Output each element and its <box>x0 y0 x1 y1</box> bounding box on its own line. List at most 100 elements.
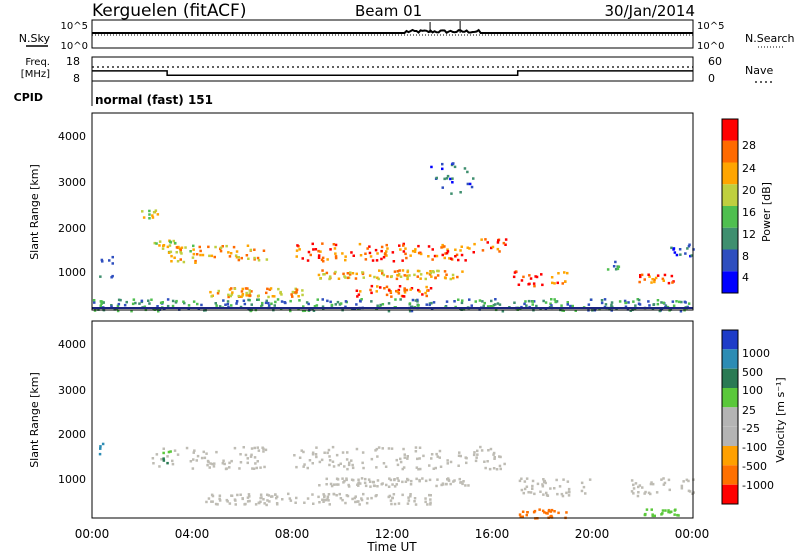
power-cell <box>399 248 402 251</box>
velocity-cell <box>566 480 570 483</box>
power-cell <box>379 303 382 307</box>
velocity-cell <box>328 463 331 467</box>
velocity-cell <box>525 485 529 488</box>
power-cell <box>152 211 156 214</box>
velocity-cell <box>335 494 338 497</box>
velocity-cell <box>303 463 306 466</box>
velocity-cell <box>189 460 193 463</box>
power-cell <box>235 302 238 305</box>
power-cell <box>531 300 534 303</box>
power-cell <box>402 242 405 246</box>
velocity-cell <box>538 508 541 511</box>
velocity-cell <box>293 454 296 457</box>
velocity-cell <box>384 465 388 468</box>
velocity-cell <box>222 459 225 462</box>
power-cell <box>540 273 543 276</box>
power-cell <box>191 256 195 259</box>
velocity-cell <box>525 477 529 480</box>
velocity-cell <box>518 479 522 483</box>
velocity-cell <box>335 453 339 457</box>
velocity-cell <box>546 512 549 515</box>
power-cell <box>443 177 446 181</box>
velocity-cell <box>495 468 499 471</box>
power-cell <box>175 251 178 254</box>
power-cell <box>425 285 428 289</box>
power-cell <box>443 276 447 279</box>
power-cell <box>640 273 644 277</box>
power-cell <box>140 299 144 303</box>
velocity-cell <box>542 480 546 483</box>
power-cell <box>321 242 324 245</box>
velocity-cell <box>565 511 568 514</box>
power-cell <box>386 275 389 278</box>
velocity-cell <box>541 509 545 513</box>
power-cell <box>280 293 283 296</box>
velocity-cell <box>361 461 364 465</box>
power-cell <box>451 177 454 180</box>
power-cell <box>147 299 150 302</box>
power-cell <box>413 250 417 253</box>
power-cell <box>355 289 359 292</box>
power-cell <box>417 304 420 307</box>
velocity-cell <box>539 490 542 493</box>
velocity-cell <box>438 456 441 459</box>
velocity-cell <box>327 448 331 452</box>
power-colorbar-segment <box>722 227 738 250</box>
velocity-cell <box>239 461 243 464</box>
velocity-cell <box>399 460 403 464</box>
velocity-cell <box>357 481 361 484</box>
power-cell <box>481 300 484 303</box>
velocity-cell <box>416 457 419 461</box>
velocity-cell <box>275 495 279 498</box>
power-cell <box>334 303 337 306</box>
velocity-cell <box>533 492 536 496</box>
power-cell <box>348 273 352 276</box>
velocity-cell <box>238 467 241 470</box>
velocity-cell <box>498 464 502 468</box>
power-cell <box>405 256 408 260</box>
power-cell <box>429 287 433 290</box>
velocity-cell <box>254 462 257 465</box>
velocity-cell <box>580 481 584 485</box>
velocity-cell <box>287 492 290 496</box>
velocity-cell <box>218 497 221 501</box>
velocity-cell <box>389 499 393 502</box>
velocity-cell <box>236 493 239 497</box>
velocity-cell <box>387 447 391 450</box>
velocity-cell <box>359 482 362 485</box>
power-cell <box>513 301 516 304</box>
power-cell <box>150 298 153 301</box>
velocity-cell <box>527 491 530 494</box>
velocity-cell <box>547 508 551 512</box>
velocity-cell <box>357 478 360 481</box>
power-cell <box>227 251 230 254</box>
power-cell <box>370 284 374 288</box>
velocity-cell <box>555 478 558 482</box>
velocity-cell <box>429 498 432 501</box>
power-cell <box>225 244 228 248</box>
xtick-0400: 04:00 <box>175 527 210 541</box>
velocity-cell <box>331 445 335 449</box>
velocity-cell <box>407 496 410 499</box>
velocity-cell <box>650 508 653 511</box>
power-cell <box>473 242 476 246</box>
velocity-cell <box>99 445 102 448</box>
power-cell <box>671 300 675 303</box>
velocity-cell <box>370 496 373 500</box>
velocity-cell <box>250 447 254 450</box>
power-cell <box>290 293 293 296</box>
power-cell <box>403 274 406 277</box>
velocity-cell <box>328 459 332 462</box>
power-cell <box>389 290 392 293</box>
noise-trace <box>92 28 693 36</box>
power-colorbar-segment <box>722 206 738 228</box>
power-cell <box>403 291 407 294</box>
power-panel-bg <box>92 113 693 310</box>
power-cell <box>101 260 104 263</box>
power-cell <box>125 300 128 304</box>
power-cell <box>248 289 251 292</box>
power-cell <box>463 167 467 170</box>
power-cell <box>454 248 457 251</box>
power-cell <box>656 299 660 302</box>
power-cell <box>629 309 632 312</box>
